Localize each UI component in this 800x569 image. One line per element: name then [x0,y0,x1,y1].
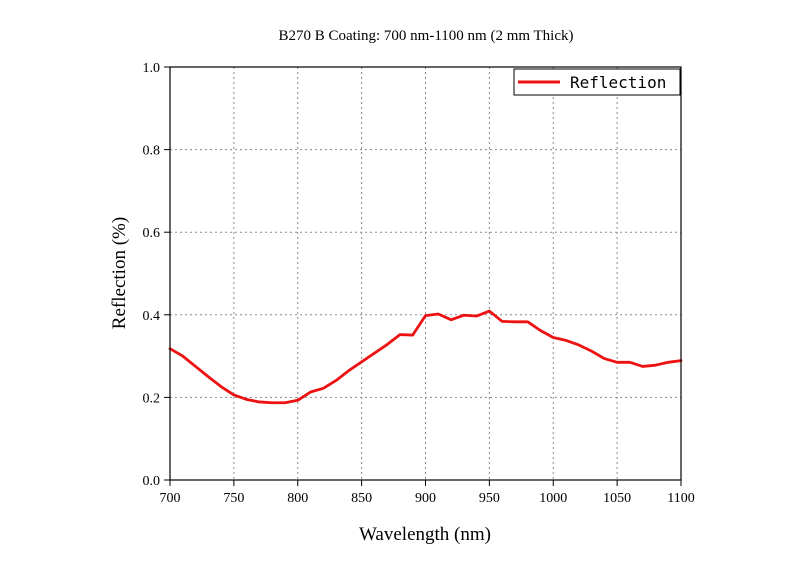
x-tick-label: 850 [351,491,372,506]
grid [170,67,681,480]
reflection-series-line [168,309,683,405]
x-tick-label: 950 [479,491,500,506]
x-axis-label: Wavelength (nm) [359,524,491,545]
x-tick-label: 1100 [667,491,694,506]
x-tick-label: 750 [223,491,244,506]
legend: Reflection [513,68,681,96]
y-tick-label: 0.6 [143,226,161,241]
y-tick-label: 0.0 [143,474,161,489]
y-tick-label: 1.0 [143,61,161,76]
y-tick-label: 0.8 [143,144,161,159]
series-layer [168,309,683,405]
plot-frame [169,66,682,481]
axis-ticks: 700 750 800 850 900 950 1000 1050 1100 0.0 0.2 0.4 0… [143,61,695,506]
x-tick-label: 900 [415,491,436,506]
x-tick-label: 1050 [603,491,631,506]
x-tick-label: 1000 [539,491,567,506]
chart-title: B270 B Coating: 700 nm-1100 nm (2 mm Thi… [279,28,574,44]
y-tick-label: 0.2 [143,391,161,406]
y-axis-label: Reflection (%) [109,217,130,329]
x-tick-label: 800 [287,491,308,506]
y-tick-label: 0.4 [143,309,161,324]
x-tick-label: 700 [160,491,181,506]
legend-label: Reflection [570,73,666,92]
